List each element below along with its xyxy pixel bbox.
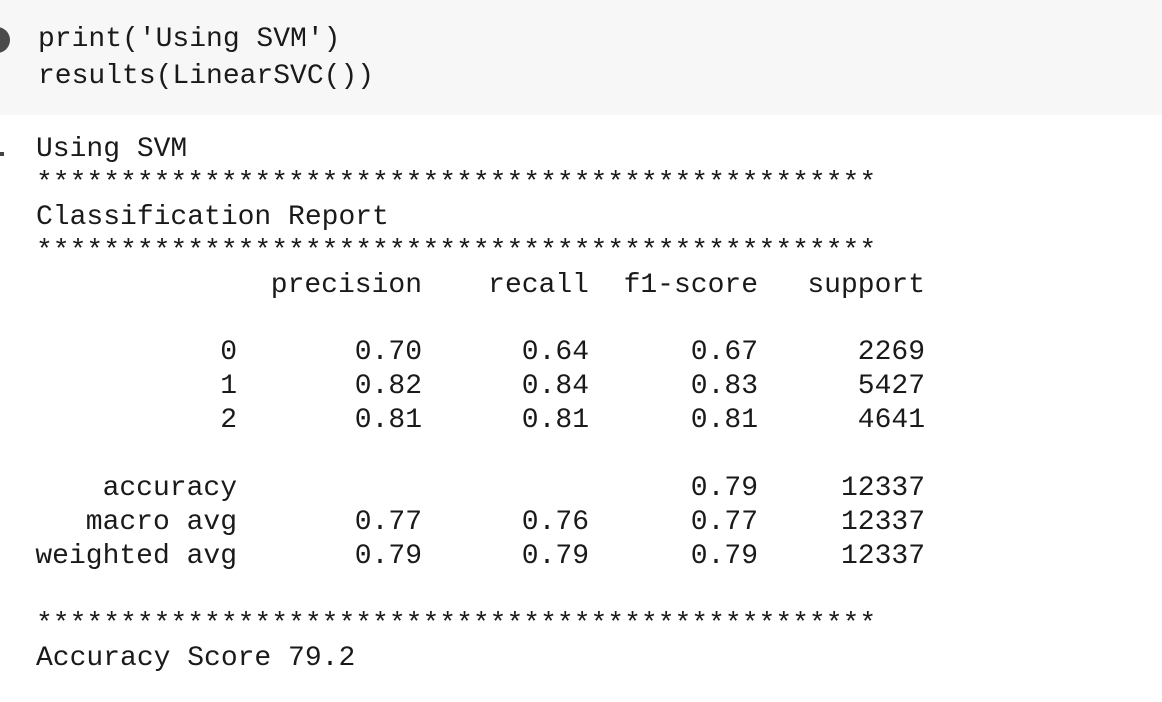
report-cell: 0.64 bbox=[521, 337, 589, 369]
report-cell: 12337 bbox=[840, 506, 925, 538]
row-label: 2 bbox=[220, 405, 237, 437]
report-cell: 0.79 bbox=[690, 473, 758, 504]
report-cell: 0.83 bbox=[690, 371, 758, 403]
report-header: f1-score bbox=[623, 269, 758, 301]
code-cell[interactable] bbox=[0, 0, 1162, 115]
report-cell: 0.77 bbox=[354, 506, 422, 538]
report-cell: 12337 bbox=[840, 540, 925, 572]
output-line: Using SVM bbox=[36, 134, 188, 165]
report-cell: 0.79 bbox=[521, 540, 589, 572]
report-cell: 0.82 bbox=[354, 371, 422, 403]
output-line: ****************************************… bbox=[36, 167, 877, 199]
row-label: 1 bbox=[220, 371, 237, 403]
run-button[interactable] bbox=[0, 27, 10, 53]
report-cell: 0.81 bbox=[354, 405, 422, 437]
report-cell: 12337 bbox=[840, 473, 925, 504]
report-header: recall bbox=[488, 269, 589, 301]
row-label: weighted avg bbox=[35, 540, 237, 572]
code-line: print('Using SVM') bbox=[38, 24, 341, 55]
report-cell: 0.67 bbox=[690, 337, 758, 369]
report-cell: 0.70 bbox=[354, 337, 422, 369]
report-cell: 0.81 bbox=[521, 405, 589, 437]
report-header: precision bbox=[270, 269, 422, 301]
row-label: macro avg bbox=[85, 506, 237, 538]
output-line: Classification Report bbox=[36, 201, 389, 233]
row-label: accuracy bbox=[102, 473, 237, 504]
report-cell: 0.79 bbox=[354, 540, 422, 572]
output-line: ****************************************… bbox=[36, 608, 877, 640]
report-cell: 0.79 bbox=[690, 540, 758, 572]
report-cell: 2269 bbox=[857, 337, 925, 369]
output-line: Accuracy Score 79.2 bbox=[36, 642, 356, 674]
report-cell: 0.76 bbox=[521, 506, 589, 538]
report-cell: 4641 bbox=[857, 405, 925, 437]
output-indicator bbox=[0, 152, 4, 156]
report-cell: 0.84 bbox=[521, 371, 589, 403]
row-label: 0 bbox=[220, 337, 237, 369]
output-line: ****************************************… bbox=[36, 235, 877, 267]
report-cell: 5427 bbox=[857, 371, 925, 403]
report-cell: 0.81 bbox=[690, 405, 758, 437]
report-cell: 0.77 bbox=[690, 506, 758, 538]
report-header: support bbox=[807, 269, 925, 301]
code-line: results(LinearSVC()) bbox=[38, 61, 375, 92]
